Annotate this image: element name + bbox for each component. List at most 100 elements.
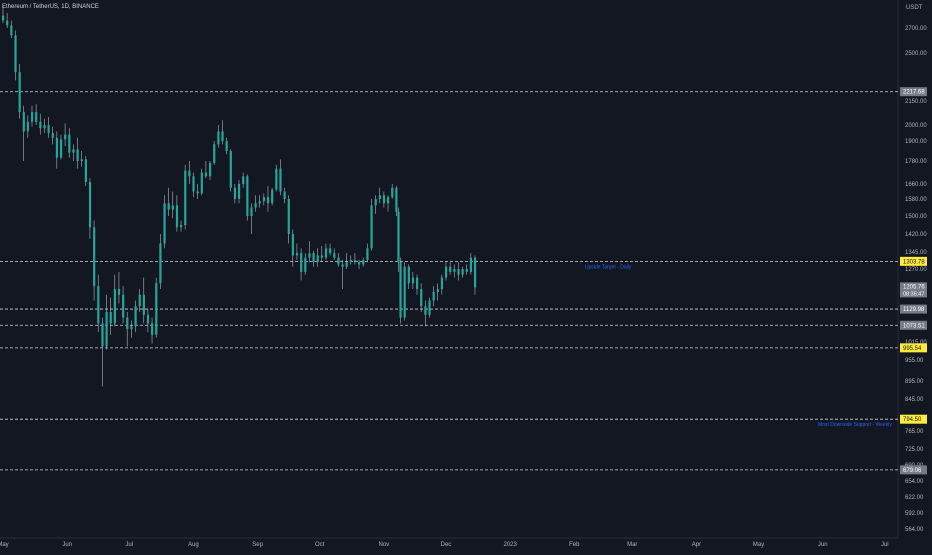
candle-body: [287, 199, 290, 234]
y-tick-label: 1780.00: [905, 159, 927, 165]
candle-body: [151, 323, 154, 335]
candle-body: [6, 20, 9, 26]
x-tick-label: Oct: [315, 542, 325, 548]
candle-body: [97, 286, 100, 324]
candle-body: [316, 255, 319, 263]
candle-body: [382, 195, 386, 204]
candle-body: [80, 159, 83, 161]
x-tick-label: Sep: [252, 542, 263, 548]
candle-body: [88, 182, 92, 228]
candle-body: [337, 257, 340, 265]
candle-body: [72, 149, 75, 153]
candle-body: [146, 314, 150, 324]
y-tick-label: 1270.00: [905, 267, 927, 273]
y-tick-label: 1420.00: [905, 232, 927, 238]
candle-body: [109, 311, 112, 324]
candle-body: [242, 176, 245, 184]
candle-body: [184, 170, 187, 225]
candle-body: [196, 191, 199, 194]
candle-body: [378, 195, 381, 199]
candle-body: [59, 139, 63, 158]
y-tick-label: 765.00: [905, 429, 924, 435]
price-level-label: 1073.51: [903, 323, 925, 329]
candle-body: [432, 291, 435, 301]
x-tick-label: Jun: [62, 542, 72, 548]
candle-body: [10, 25, 13, 36]
candle-body: [171, 205, 174, 210]
candle-body: [47, 125, 50, 133]
price-level-tag: [900, 414, 927, 424]
candle-body: [93, 227, 96, 287]
countdown-label: 08:35:47: [903, 291, 924, 297]
price-level-label: 679.06: [903, 468, 922, 474]
y-tick-label: 895.00: [905, 379, 924, 385]
x-tick-label: Apr: [692, 542, 701, 548]
price-level-tag: [900, 304, 927, 314]
candle-body: [130, 326, 133, 330]
candle-body: [192, 176, 195, 192]
candle-body: [237, 184, 241, 199]
candle-body: [465, 269, 468, 272]
x-tick-label: Mar: [627, 542, 637, 548]
candle-body: [407, 266, 410, 284]
candle-body: [399, 262, 402, 318]
candle-body: [122, 294, 125, 318]
candle-body: [43, 125, 46, 129]
y-tick-label: 725.00: [905, 447, 924, 453]
symbol-title: Ethereum / TetherUS, 1D, BINANCE: [2, 4, 99, 10]
candle-body: [473, 257, 477, 288]
candle-body: [204, 172, 208, 177]
candle-body: [345, 262, 348, 267]
price-level-tag: [900, 87, 927, 97]
candle-body: [2, 15, 5, 21]
candle-body: [229, 151, 232, 188]
x-tick-label: Jul: [881, 542, 889, 548]
candle-body: [358, 262, 361, 265]
candle-body: [304, 257, 307, 272]
y-tick-label: 1580.00: [905, 197, 927, 203]
candle-body: [362, 259, 365, 265]
candle-body: [113, 289, 116, 324]
candle-body: [188, 170, 191, 177]
candle-body: [101, 323, 104, 347]
candle-body: [320, 255, 323, 258]
candle-body: [428, 300, 431, 315]
y-tick-label: 2700.00: [905, 26, 927, 32]
candle-body: [391, 187, 394, 198]
y-tick-label: 2500.00: [905, 51, 927, 57]
level-annotation: Most Downside Support - Weekly: [818, 422, 892, 428]
price-level-label: 2217.68: [903, 90, 925, 96]
candle-body: [457, 269, 460, 275]
price-level-label: 794.50: [903, 417, 922, 423]
candle-body: [424, 306, 427, 315]
candle-body: [271, 189, 274, 204]
candle-body: [64, 134, 67, 140]
x-tick-label: Jun: [818, 542, 828, 548]
candle-body: [26, 121, 30, 132]
x-tick-label: Jul: [125, 542, 133, 548]
last-price-label: 1205.76: [903, 284, 925, 290]
price-level-tag: [900, 343, 927, 353]
candle-body: [324, 248, 328, 258]
candle-body: [341, 264, 344, 267]
candle-body: [312, 253, 315, 263]
price-level-label: 995.54: [903, 346, 922, 352]
candle-body: [55, 137, 59, 158]
candle-body: [134, 306, 137, 327]
y-tick-label: 1500.00: [905, 214, 927, 220]
price-level-label: 1303.78: [903, 259, 925, 265]
price-level-tag: [900, 256, 927, 266]
candle-body: [275, 168, 278, 190]
price-level-label: 1129.98: [903, 307, 925, 313]
candle-body: [200, 172, 203, 194]
candle-body: [444, 266, 448, 278]
candle-body: [39, 121, 42, 129]
y-tick-label: 955.00: [905, 358, 924, 364]
candle-body: [180, 225, 183, 228]
x-tick-label: May: [0, 542, 9, 548]
candle-body: [105, 311, 108, 347]
y-tick-label: 1345.00: [905, 250, 927, 256]
candle-body: [246, 176, 249, 216]
